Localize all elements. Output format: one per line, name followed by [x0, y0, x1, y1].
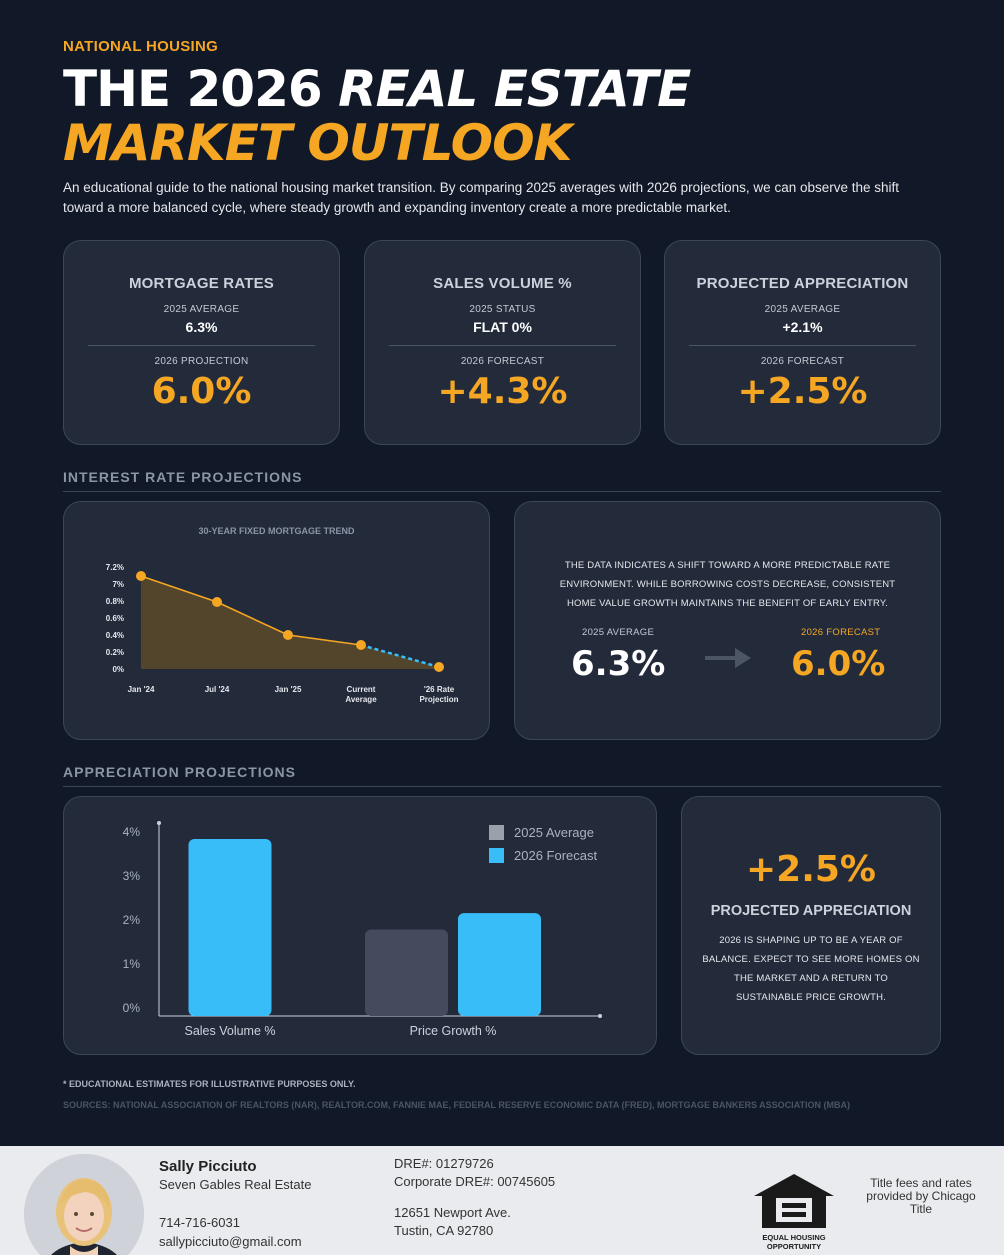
x-category-label: Sales Volume % [184, 1024, 275, 1038]
legend-swatch [489, 848, 504, 863]
data-point [434, 662, 444, 672]
intro-text: An educational guide to the national hou… [63, 180, 900, 215]
x-category-label: Price Growth % [410, 1024, 497, 1038]
mortgage-trend-chart: 7.2% 7% 0.8% 0.6% 0.4% 0.2% 0% Jan '24 Jul '24 Ja… [106, 563, 459, 704]
rate-summary-card: THE DATA INDICATES A SHIFT TOWARD A MORE… [514, 501, 941, 740]
appreciation-value: +2.5% [745, 849, 876, 890]
y-tick-label: 1% [123, 957, 141, 971]
stat-sub-label: 2025 AVERAGE [163, 304, 240, 315]
stat-big-value: 6.0% [151, 371, 252, 412]
y-tick-label: 0.6% [106, 614, 124, 623]
agent-phone[interactable]: 714-716-6031 [159, 1215, 240, 1230]
x-tick-label: Current Average [345, 685, 377, 704]
bar-2026-forecast [458, 913, 541, 1016]
stat-sub-label: 2026 FORECAST [460, 356, 545, 367]
legend-swatch [489, 825, 504, 840]
bar-2026-forecast [188, 839, 272, 1016]
axis-end [598, 1014, 602, 1018]
appreciation-summary-card: +2.5% PROJECTED APPRECIATION 2026 IS SHA… [681, 796, 941, 1055]
agent-company: Seven Gables Real Estate [159, 1177, 312, 1192]
stat-sub-label: 2025 AVERAGE [764, 304, 841, 315]
stat-value: FLAT 0% [473, 319, 532, 335]
rate-summary-text: THE DATA INDICATES A SHIFT TOWARD A MORE… [559, 560, 896, 609]
rate-2025-label: 2025 AVERAGE [582, 627, 655, 638]
stat-sub-label: 2025 STATUS [469, 304, 536, 315]
sources: SOURCES: NATIONAL ASSOCIATION OF REALTOR… [63, 1100, 851, 1110]
stat-heading: SALES VOLUME % [433, 275, 572, 292]
title-part-3: MARKET OUTLOOK [63, 114, 572, 172]
eho-line-1: EQUAL HOUSING [762, 1233, 825, 1242]
mortgage-trend-card: 30-YEAR FIXED MORTGAGE TREND 7.2% 7% 0.8% 0… [63, 501, 490, 740]
title-part-2: REAL ESTATE [338, 60, 691, 118]
appreciation-bar-chart: 0% 1% 2% 3% 4% Sales Volume % Price Growth % 20… [123, 821, 602, 1038]
rate-2026-label: 2026 FORECAST [801, 627, 881, 638]
area-fill [141, 576, 439, 669]
y-tick-label: 7% [112, 580, 124, 589]
divider [88, 345, 315, 346]
stat-heading: PROJECTED APPRECIATION [696, 275, 909, 292]
stat-sub-label: 2026 PROJECTION [154, 356, 249, 367]
y-tick-label: 0% [112, 665, 124, 674]
stat-card-mortgage: MORTGAGE RATES 2025 AVERAGE 6.3% 2026 PR… [63, 240, 340, 445]
y-tick-label: 0.2% [106, 648, 124, 657]
legend-label: 2026 Forecast [514, 848, 597, 863]
stat-card-sales: SALES VOLUME % 2025 STATUS FLAT 0% 2026 … [364, 240, 641, 445]
avatar [24, 1154, 144, 1255]
stat-big-value: +2.5% [737, 371, 868, 412]
data-point [283, 630, 293, 640]
appreciation-chart-card: 0% 1% 2% 3% 4% Sales Volume % Price Growth % 20… [63, 796, 657, 1055]
y-tick-label: 0.8% [106, 597, 124, 606]
agent-footer: Sally Picciuto Seven Gables Real Estate … [0, 1146, 1004, 1255]
trend-line [140, 575, 362, 646]
legend-label: 2025 Average [514, 825, 594, 840]
page-title: THE 2026 REAL ESTATE MARKET OUTLOOK [63, 60, 691, 172]
rate-2026-value: 6.0% [791, 644, 886, 684]
title-part-1: THE 2026 [63, 60, 323, 118]
agent-name: Sally Picciuto [159, 1158, 257, 1175]
x-tick-label: Jul '24 [205, 685, 230, 694]
data-point [356, 640, 366, 650]
eho-line-2: OPPORTUNITY [767, 1242, 821, 1251]
stat-heading: MORTGAGE RATES [128, 275, 275, 292]
agent-email[interactable]: sallypicciuto@gmail.com [159, 1234, 302, 1249]
y-tick-label: 0.4% [106, 631, 124, 640]
stat-value: +2.1% [782, 319, 823, 335]
corporate-dre: Corporate DRE#: 00745605 [394, 1174, 556, 1189]
divider [689, 345, 916, 346]
section-heading-interest: INTEREST RATE PROJECTIONS [63, 469, 303, 485]
appreciation-heading: PROJECTED APPRECIATION [710, 903, 912, 919]
eyebrow: NATIONAL HOUSING [63, 38, 219, 55]
y-tick-label: 3% [123, 869, 141, 883]
appreciation-text: 2026 IS SHAPING UP TO BE A YEAR OF BALAN… [702, 935, 920, 1003]
data-point [212, 597, 222, 607]
disclaimer: * EDUCATIONAL ESTIMATES FOR ILLUSTRATIVE… [63, 1079, 356, 1089]
data-point [136, 571, 146, 581]
x-tick-label: '26 Rate Projection [419, 685, 458, 704]
stat-value: 6.3% [185, 319, 218, 335]
stat-big-value: +4.3% [437, 371, 568, 412]
equal-housing-icon: EQUAL HOUSING OPPORTUNITY [754, 1174, 834, 1251]
chart-title: 30-YEAR FIXED MORTGAGE TREND [198, 526, 355, 536]
arrow-right-icon [705, 648, 751, 668]
address-line-1: 12651 Newport Ave. [394, 1205, 511, 1220]
agent-dre: DRE#: 01279726 [394, 1156, 494, 1171]
bar-2025-average [365, 929, 448, 1016]
title-fees-note: Title fees and rates provided by Chicago… [866, 1176, 976, 1216]
y-tick-label: 4% [123, 825, 141, 839]
y-tick-label: 7.2% [106, 563, 124, 572]
x-tick-label: Jan '24 [128, 685, 155, 694]
axis-end [157, 821, 161, 825]
y-tick-label: 0% [123, 1001, 141, 1015]
section-divider [63, 491, 941, 492]
section-heading-appreciation: APPRECIATION PROJECTIONS [63, 764, 296, 780]
divider [389, 345, 616, 346]
x-tick-label: Jan '25 [275, 685, 302, 694]
rate-2025-value: 6.3% [571, 644, 666, 684]
address-line-2: Tustin, CA 92780 [394, 1223, 494, 1238]
stat-card-appreciation: PROJECTED APPRECIATION 2025 AVERAGE +2.1… [664, 240, 941, 445]
section-divider [63, 786, 941, 787]
y-tick-label: 2% [123, 913, 141, 927]
stat-sub-label: 2026 FORECAST [760, 356, 845, 367]
